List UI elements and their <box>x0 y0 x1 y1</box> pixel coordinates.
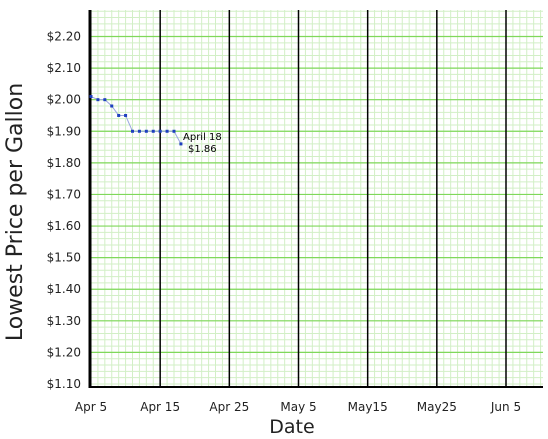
data-point <box>110 104 114 108</box>
x-axis-title: Date <box>269 416 314 438</box>
data-point <box>96 98 100 102</box>
data-point <box>144 129 148 133</box>
x-tick-labels: Apr 5 Apr 15 Apr 25 May 5 May15 May25 Jun 5 <box>75 400 521 414</box>
x-tick-label: Apr 15 <box>140 400 180 414</box>
y-tick-label: $2.20 <box>47 30 81 44</box>
data-point <box>103 98 107 102</box>
y-tick-labels: $2.20 $2.10 $2.00 $1.90 $1.80 $1.70 $1.60 $1.50… <box>47 30 81 392</box>
data-point <box>158 129 162 133</box>
y-tick-label: $1.40 <box>47 282 81 296</box>
data-point <box>117 113 121 117</box>
data-point <box>89 95 93 99</box>
annotation-date: April 18 <box>183 132 222 143</box>
y-tick-label: $1.90 <box>47 124 81 138</box>
x-tick-label: Apr 5 <box>75 400 107 414</box>
y-tick-label: $2.10 <box>47 61 81 75</box>
y-tick-label: $1.70 <box>47 187 81 201</box>
minor-grid <box>90 10 543 387</box>
data-point <box>137 129 141 133</box>
x-tick-label: May15 <box>348 400 388 414</box>
x-tick-label: Jun 5 <box>490 400 521 414</box>
y-tick-label: $1.80 <box>47 156 81 170</box>
data-point <box>172 129 176 133</box>
data-point <box>131 129 134 133</box>
y-tick-label: $1.30 <box>47 314 81 328</box>
y-tick-label: $1.20 <box>47 345 81 359</box>
y-tick-label: $1.60 <box>47 219 81 233</box>
x-tick-label: May25 <box>417 400 457 414</box>
x-tick-label: Apr 25 <box>209 400 249 414</box>
vertical-gridlines <box>159 10 507 387</box>
data-point <box>151 129 155 133</box>
y-tick-label: $1.50 <box>47 251 81 265</box>
data-points <box>89 95 183 146</box>
y-tick-label: $1.10 <box>47 377 81 391</box>
plot-background <box>89 10 543 388</box>
data-point <box>124 113 128 117</box>
data-point <box>165 129 169 133</box>
y-tick-label: $2.00 <box>47 93 81 107</box>
x-tick-label: May 5 <box>280 400 316 414</box>
annotation-value: $1.86 <box>188 144 217 155</box>
y-axis-title: Lowest Price per Gallon <box>3 83 28 341</box>
data-point <box>179 142 183 146</box>
